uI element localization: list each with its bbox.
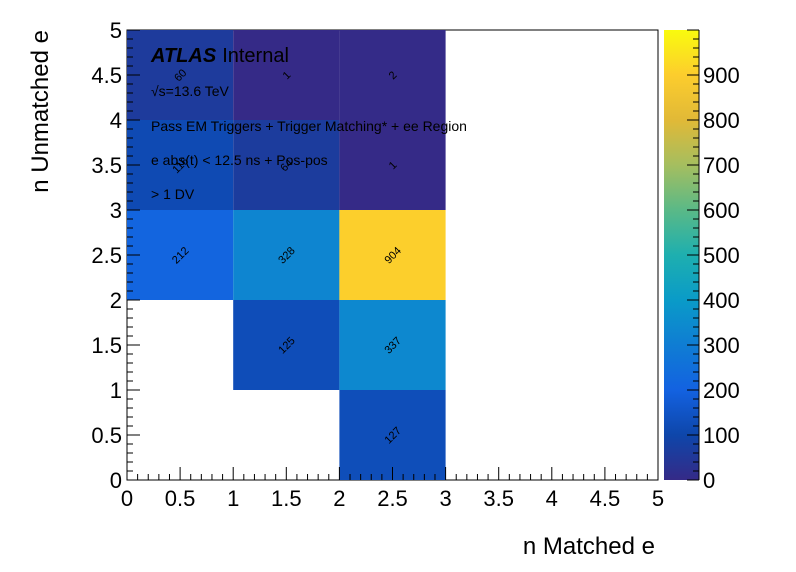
x-axis-title: n Matched e	[523, 533, 655, 560]
y-tick-label: 3.5	[91, 153, 122, 178]
y-tick-label: 1	[110, 378, 122, 403]
heatmap-cell	[233, 300, 340, 390]
x-tick-label: 2.5	[377, 486, 408, 511]
dv-label: > 1 DV	[151, 186, 195, 202]
color-bar-label: 100	[703, 423, 740, 448]
y-axis: 0 0.5 1 1.5 2 2.5 3 3.5 4 4.5 5	[91, 18, 140, 493]
x-tick-label: 1	[227, 486, 239, 511]
x-tick-label: 3	[439, 486, 451, 511]
color-bar-label: 400	[703, 288, 740, 313]
x-tick-label: 0.5	[165, 486, 196, 511]
y-axis-title: n Unmatched e	[27, 30, 54, 193]
heatmap-cell	[339, 300, 446, 390]
y-tick-label: 3	[110, 198, 122, 223]
x-axis: 0 0.5 1 1.5 2 2.5 3 3.5 4 4.5 5	[121, 467, 664, 511]
x-tick-label: 1.5	[271, 486, 302, 511]
heatmap-cell	[339, 210, 446, 300]
x-tick-label: 4	[546, 486, 558, 511]
color-bar-label: 0	[703, 468, 715, 493]
energy-label: √s=13.6 TeV	[151, 83, 230, 99]
heatmap-cell	[233, 30, 340, 120]
y-tick-label: 1.5	[91, 333, 122, 358]
x-tick-label: 3.5	[483, 486, 514, 511]
selection-label: Pass EM Triggers + Trigger Matching* + e…	[151, 118, 467, 134]
color-bar-label: 700	[703, 153, 740, 178]
status-label: Internal	[222, 45, 289, 67]
x-tick-label: 0	[121, 486, 133, 511]
heatmap-cell	[127, 30, 234, 120]
y-tick-label: 2.5	[91, 243, 122, 268]
y-tick-label: 2	[110, 288, 122, 313]
color-bar-label: 500	[703, 243, 740, 268]
y-tick-label: 4.5	[91, 63, 122, 88]
heatmap-cells	[127, 30, 446, 480]
heatmap-cell	[233, 210, 340, 300]
heatmap-cell	[233, 120, 340, 210]
annotation-block: ATLAS Internal √s=13.6 TeV Pass EM Trigge…	[150, 45, 467, 202]
heatmap-cell	[127, 120, 234, 210]
heatmap-cell	[339, 30, 446, 120]
cut-label: e abs(t) < 12.5 ns + Pos-pos	[151, 152, 328, 168]
x-tick-label: 5	[652, 486, 664, 511]
y-tick-label: 4	[110, 108, 122, 133]
heatmap-cell	[339, 120, 446, 210]
y-tick-label: 5	[110, 18, 122, 43]
color-bar-label: 200	[703, 378, 740, 403]
y-tick-label: 0.5	[91, 423, 122, 448]
x-tick-label: 4.5	[590, 486, 621, 511]
atlas-label: ATLAS	[150, 45, 217, 67]
color-bar-label: 800	[703, 108, 740, 133]
color-bar-label: 900	[703, 63, 740, 88]
x-tick-label: 2	[333, 486, 345, 511]
color-bar-label: 300	[703, 333, 740, 358]
heatmap-cell	[127, 210, 234, 300]
color-bar: 0 100 200 300 400 500 600 700 800 900	[664, 29, 740, 493]
color-bar-label: 600	[703, 198, 740, 223]
heatmap-cell	[339, 390, 446, 480]
y-tick-label: 0	[110, 468, 122, 493]
